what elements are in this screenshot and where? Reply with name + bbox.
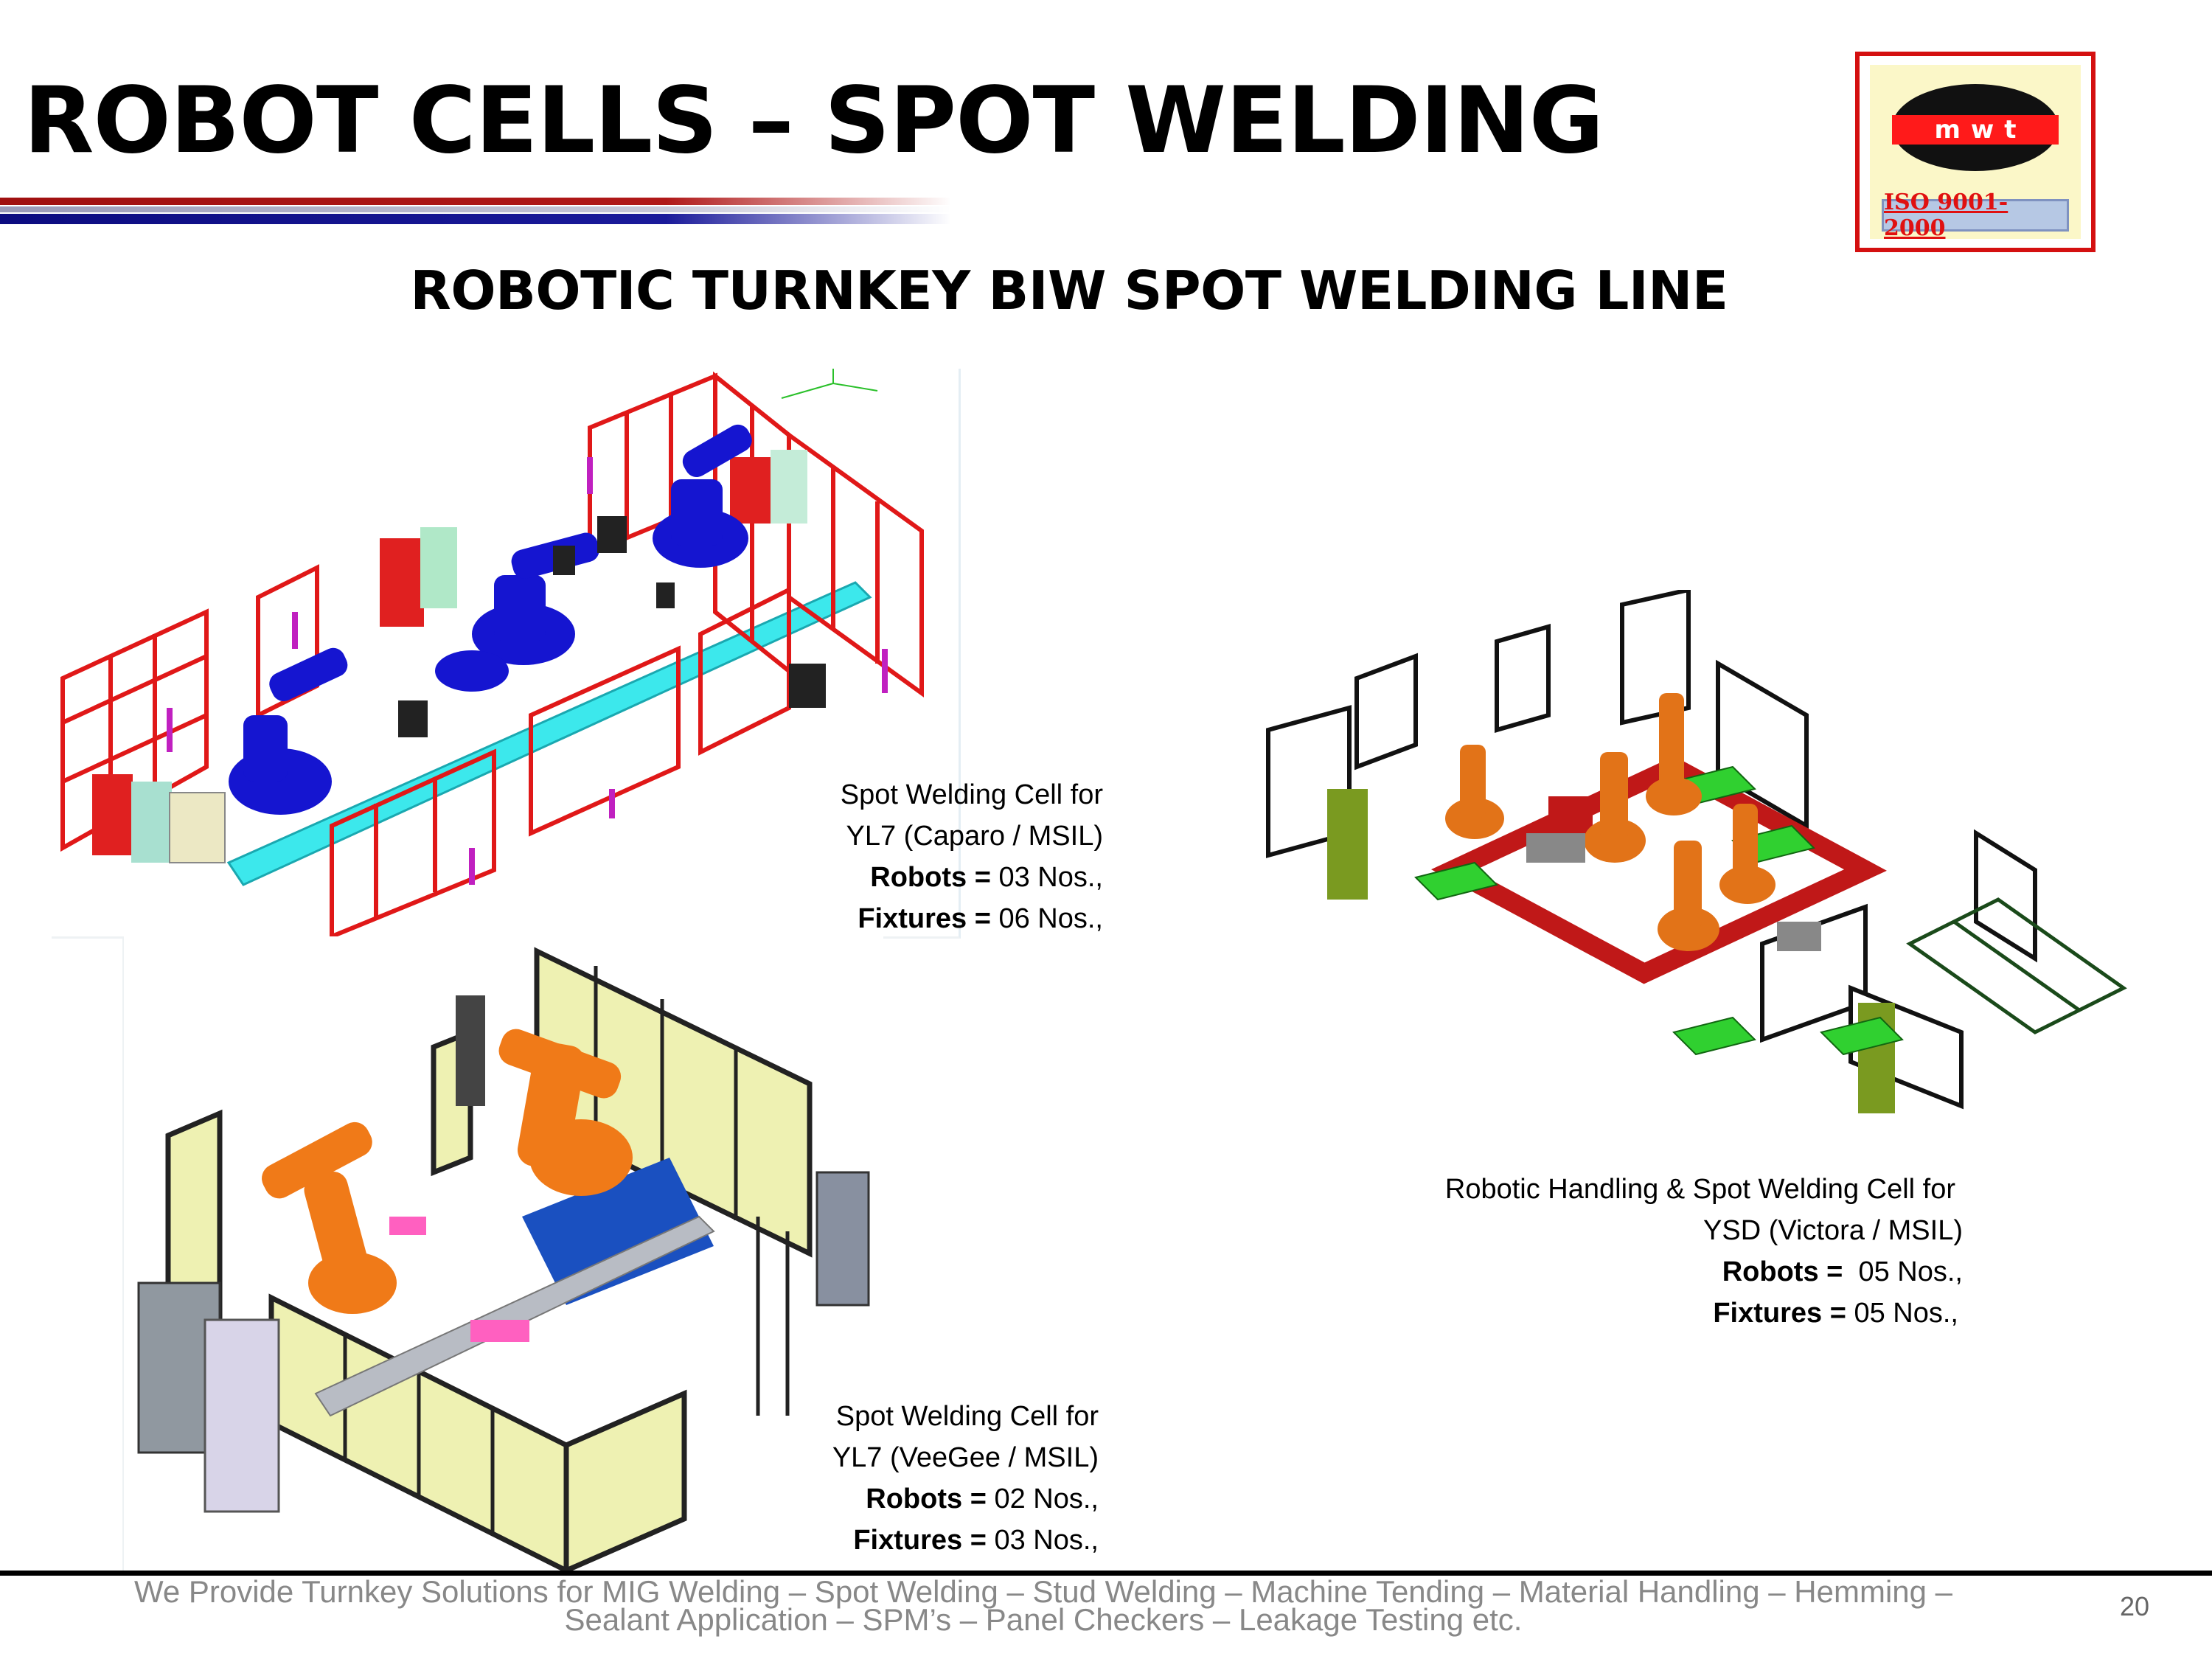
title-accent-bar xyxy=(0,198,951,227)
page-title: ROBOT CELLS – SPOT WELDING xyxy=(24,68,1604,174)
spot-welding-cell-veegee-image xyxy=(122,936,883,1575)
robots-count: Robots = 02 Nos., xyxy=(866,1484,1099,1514)
caption-project: YL7 (Caparo / MSIL) xyxy=(846,821,1103,852)
footer-services-text: We Provide Turnkey Solutions for MIG Wel… xyxy=(0,1574,2087,1637)
caption-cell-veegee: Spot Welding Cell for YL7 (VeeGee / MSIL… xyxy=(832,1396,1099,1561)
iso-badge: ISO 9001-2000 xyxy=(1882,189,2069,241)
logo-oval: mwt xyxy=(1892,84,2059,171)
caption-title: Spot Welding Cell for xyxy=(835,1401,1099,1432)
logo-wordmark: mwt xyxy=(1934,115,2027,145)
footer-line-2: Sealant Application – SPM’s – Panel Chec… xyxy=(564,1602,1523,1637)
caption-cell-victora: Robotic Handling & Spot Welding Cell for… xyxy=(1445,1169,1963,1334)
section-subtitle: ROBOTIC TURNKEY BIW SPOT WELDING LINE xyxy=(410,260,1728,321)
caption-project: YSD (Victora / MSIL) xyxy=(1703,1215,1963,1246)
handling-spot-welding-cell-victora-image xyxy=(1261,587,2131,1128)
caption-project: YL7 (VeeGee / MSIL) xyxy=(832,1442,1099,1473)
page-number: 20 xyxy=(2120,1591,2150,1621)
footer-divider xyxy=(0,1571,2212,1576)
welding-line-blue-illustration xyxy=(60,369,924,940)
caption-title: Spot Welding Cell for xyxy=(840,779,1103,810)
caption-title: Robotic Handling & Spot Welding Cell for xyxy=(1444,1174,1955,1205)
welding-cell-layout-illustration xyxy=(1266,587,2127,1113)
welding-cell-orange-illustration xyxy=(137,947,870,1575)
iso-certification-text: ISO 9001-2000 xyxy=(1884,189,2008,241)
caption-cell-caparo: Spot Welding Cell for YL7 (Caparo / MSIL… xyxy=(841,774,1103,939)
footer-line-1: We Provide Turnkey Solutions for MIG Wel… xyxy=(133,1574,1953,1609)
robots-count: Robots = 05 Nos., xyxy=(1722,1256,1963,1287)
fixtures-count: Fixtures = 06 Nos., xyxy=(858,903,1103,934)
spot-welding-cell-caparo-image xyxy=(52,369,961,940)
fixtures-count: Fixtures = 05 Nos., xyxy=(1713,1298,1958,1329)
fixtures-count: Fixtures = 03 Nos., xyxy=(853,1525,1099,1556)
robots-count: Robots = 03 Nos., xyxy=(870,862,1103,893)
company-logo: mwt ISO 9001-2000 xyxy=(1855,52,2096,252)
